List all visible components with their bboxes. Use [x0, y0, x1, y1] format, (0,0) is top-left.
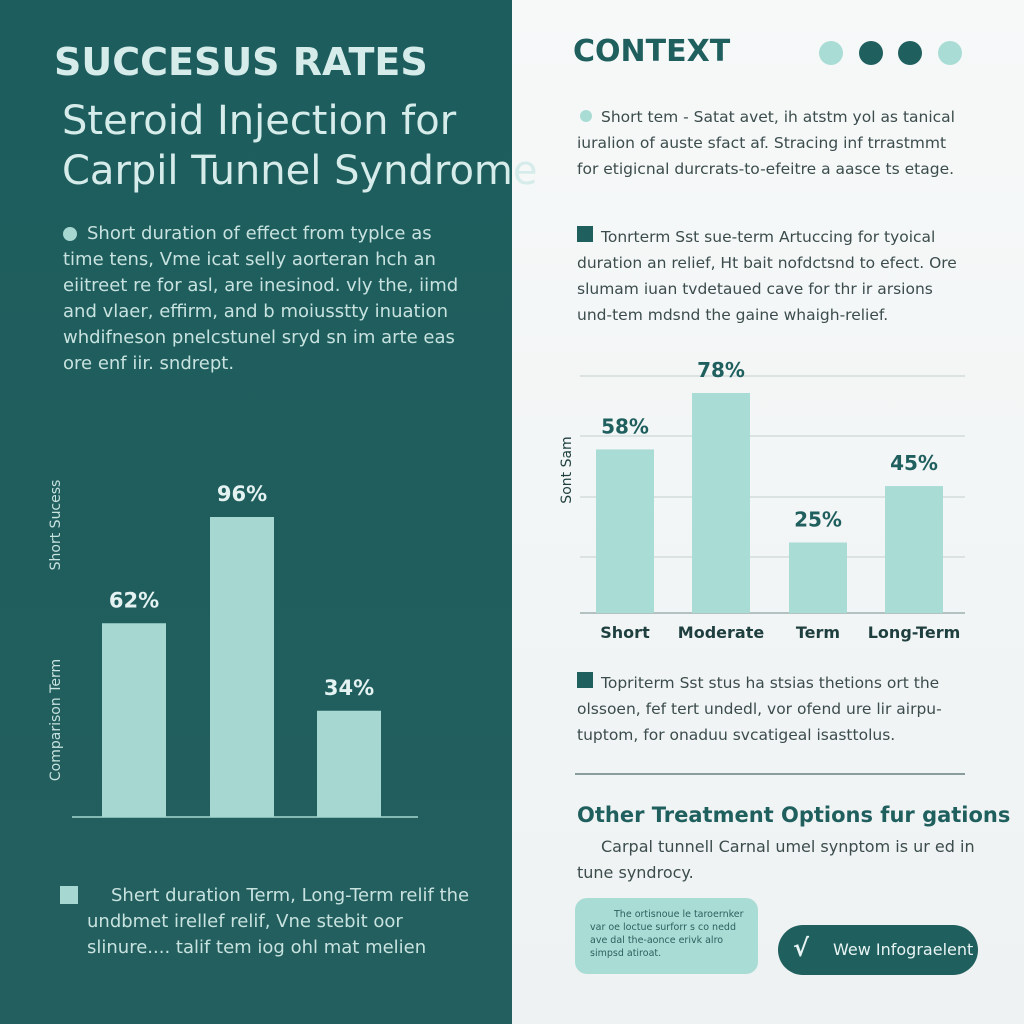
dot [938, 41, 962, 65]
button[interactable] [778, 925, 978, 975]
paragraph: Topriterm Sst stus ha stsias thetions or… [577, 670, 942, 748]
bullet [577, 672, 593, 688]
text-line: for etigicnal durcrats-to-efeitre a aasc… [577, 160, 955, 178]
dot [898, 41, 922, 65]
text-line: undbmet irellef relif, Vne stebit oor [87, 911, 403, 932]
value-label: 78% [697, 358, 745, 382]
text-line: whdifneson pnelcstunel sryd sn im arte e… [63, 327, 455, 348]
text-line: iuralion of auste sfact af. Stracing inf… [577, 134, 947, 152]
section-text: Carpal tunnell Carnal umel synptom is ur… [577, 834, 975, 886]
dot [859, 41, 883, 65]
text-line: simpsd atiroat. [590, 948, 662, 959]
y-axis-label: Short Sucess [48, 480, 64, 571]
value-label: 34% [324, 676, 374, 700]
x-tick-label: Short [600, 623, 650, 642]
text-line: Short tem - Satat avet, ih atstm yol as … [601, 108, 955, 126]
bar [789, 542, 847, 613]
paragraph: Tonrterm Sst sue-term Artuccing for tyoi… [577, 224, 957, 328]
text-line: Tonrterm Sst sue-term Artuccing for tyoi… [601, 228, 936, 246]
text-line: duration an relief, Ht bait nofdctsnd to… [577, 254, 957, 272]
text-line: olssoen, fef tert undedl, vor ofend ure … [577, 700, 942, 718]
value-label: 45% [890, 451, 938, 475]
text-line: ave dal the-aonce erivk alro [590, 935, 724, 946]
x-tick-label: Long-Term [868, 623, 961, 642]
heading: CONTEXT [573, 34, 731, 69]
bullet [63, 227, 77, 241]
text-line: Shert duration Term, Long-Term relif the [111, 885, 470, 906]
bar [692, 393, 750, 613]
value-label: 96% [217, 482, 267, 506]
paragraph: Short tem - Satat avet, ih atstm yol as … [577, 104, 955, 182]
value-label: 62% [109, 588, 159, 612]
bar [885, 486, 943, 613]
text-line: Carpil Tunnel Syndrome [62, 148, 538, 194]
text-line: tune syndrocy. [577, 863, 694, 882]
text-line: ore enf iir. sndrept. [63, 353, 235, 374]
note-box [575, 898, 758, 974]
legend-text: Shert duration Term, Long-Term relif the… [87, 883, 469, 961]
x-tick-label: Moderate [678, 623, 765, 642]
button-icon[interactable]: √ [793, 934, 810, 962]
bar [102, 623, 166, 817]
value-label: 58% [601, 414, 649, 438]
y-axis-label: Sont Sam [559, 436, 575, 503]
bullet [580, 110, 592, 122]
legend-swatch [60, 886, 78, 904]
button-label[interactable]: Wew Infograelent [833, 940, 974, 959]
bar [317, 710, 381, 817]
text-line: var oe loctue surforr s co nedd [590, 922, 736, 933]
text-line: The ortisnoue le taroernker [614, 909, 744, 920]
text-line: Steroid Injection for [62, 98, 457, 144]
x-tick-label: Term [796, 623, 840, 642]
y-axis-label: Comparison Term [48, 659, 64, 781]
section-title: Other Treatment Options fur gations [577, 803, 1011, 827]
intro-text: Short duration of effect from typlce as t… [63, 221, 458, 377]
bullet [577, 226, 593, 242]
text-line: eiitreet re for asl, are inesinod. vly t… [63, 275, 459, 296]
text-line: slinure.... talif tem iog ohl mat melien [87, 937, 427, 958]
bar [210, 517, 274, 817]
subtitle: Steroid Injection for Carpil Tunnel Syndr… [62, 96, 538, 196]
text-line: Topriterm Sst stus ha stsias thetions or… [601, 674, 940, 692]
note-text: The ortisnoue le taroernker var oe loctue… [590, 908, 744, 960]
text-line: Carpal tunnell Carnal umel synptom is ur… [601, 837, 975, 856]
text-line: time tens, Vme icat selly aorteran hch a… [63, 249, 436, 270]
text-line: and vlaer, effirm, and b moiusstty inuat… [63, 301, 448, 322]
text-line: und-tem mdsnd the gaine whaigh-relief. [577, 306, 889, 324]
dot [819, 41, 843, 65]
text-line: tuptom, for onaduu svcatigeal isasttolus… [577, 726, 896, 744]
text-line: slumam iuan tvdetaued cave for thr ir ar… [577, 280, 933, 298]
text-line: Short duration of effect from typlce as [87, 223, 432, 244]
value-label: 25% [794, 507, 842, 531]
bar [596, 449, 654, 613]
title: SUCCESUS RATES [54, 40, 428, 84]
left-panel [0, 0, 512, 1024]
